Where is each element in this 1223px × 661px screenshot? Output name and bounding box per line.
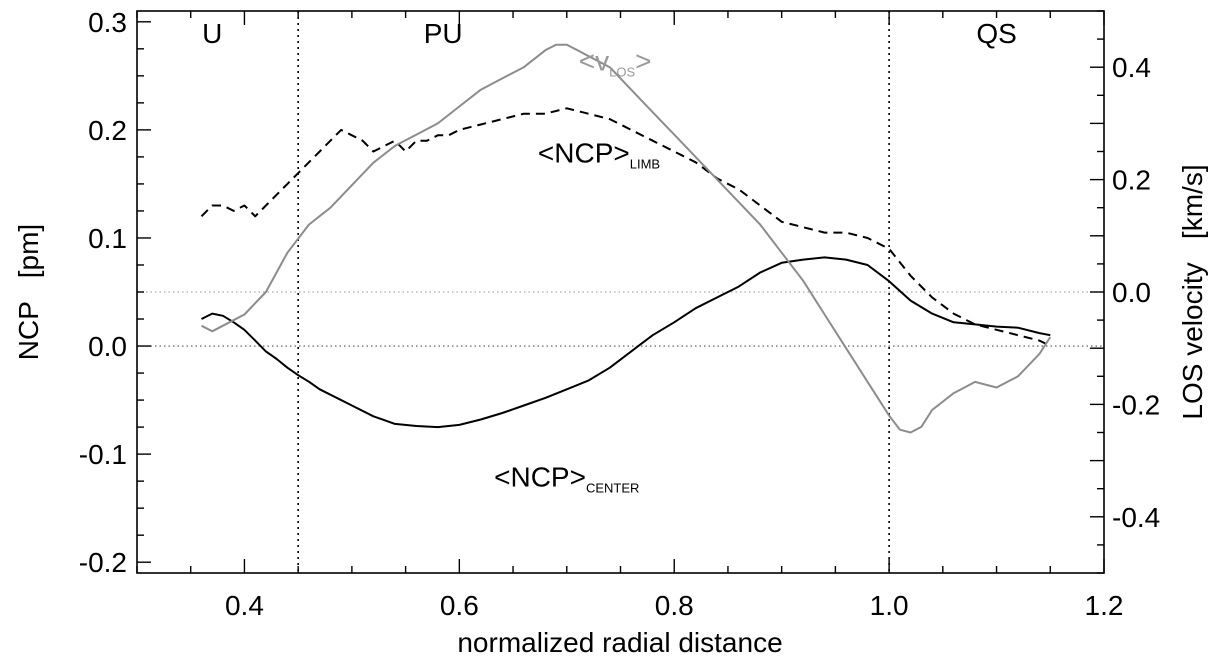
x-tick-label: 0.4 xyxy=(225,590,264,621)
series-ncp-center-line xyxy=(201,256,1051,429)
x-tick-label: 0.8 xyxy=(655,590,694,621)
x-tick-label: 0.6 xyxy=(440,590,479,621)
y-tick-label: 0.0 xyxy=(88,331,127,362)
region-label-u: U xyxy=(202,18,222,49)
y-axis-label: NCP [pm] xyxy=(13,224,44,360)
y-tick-label: 0.3 xyxy=(88,7,127,38)
annotation-center: <NCP>CENTER xyxy=(494,462,639,496)
y-axis-right: -0.4 -0.2 0.0 0.2 0.4 xyxy=(1090,10,1160,574)
x-axis-label: normalized radial distance xyxy=(457,627,782,658)
y2-tick-label: -0.4 xyxy=(1112,502,1160,533)
annotation-los: <vLOS> xyxy=(579,45,652,79)
y2-tick-label: 0.0 xyxy=(1112,277,1151,308)
annotations: <NCP>LIMB <NCP>CENTER <vLOS> xyxy=(494,45,660,495)
y-axis-left: -0.2 -0.1 0.0 0.1 0.2 0.3 xyxy=(79,7,151,578)
x-tick-label: 1.2 xyxy=(1085,590,1124,621)
region-labels: U PU QS xyxy=(202,18,1017,49)
region-label-pu: PU xyxy=(424,18,463,49)
y2-axis-label: LOS velocity [km/s] xyxy=(1177,164,1208,419)
x-axis: 0.4 0.6 0.8 1.0 1.2 xyxy=(136,11,1124,621)
vertical-boundaries xyxy=(297,11,890,573)
y2-tick-label: 0.4 xyxy=(1112,52,1151,83)
gridlines xyxy=(137,291,1104,347)
series-vlos-line xyxy=(201,43,1052,434)
series-lines xyxy=(200,43,1052,434)
y-tick-label: 0.1 xyxy=(88,223,127,254)
region-label-qs: QS xyxy=(976,18,1016,49)
y-tick-label: 0.2 xyxy=(88,115,127,146)
x-tick-label: 1.0 xyxy=(870,590,909,621)
y-tick-label: -0.1 xyxy=(79,439,127,470)
series-ncp-limb-line xyxy=(200,107,1051,347)
y-tick-label: -0.2 xyxy=(79,547,127,578)
y2-tick-label: -0.2 xyxy=(1112,389,1160,420)
y2-tick-label: 0.2 xyxy=(1112,165,1151,196)
annotation-limb: <NCP>LIMB xyxy=(538,137,660,171)
